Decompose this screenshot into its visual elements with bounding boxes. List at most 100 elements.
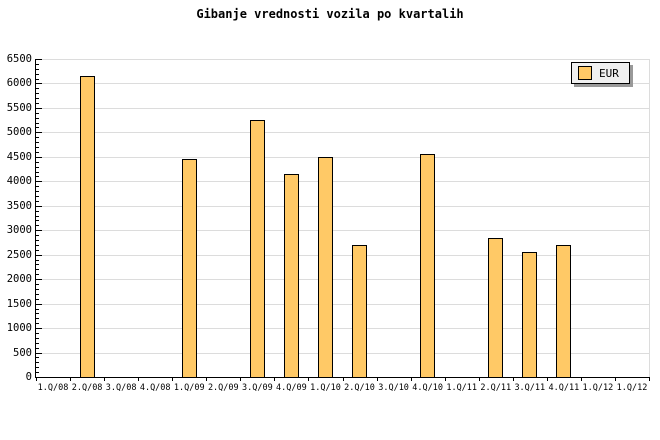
y-minor-tick-5600 [36, 103, 39, 105]
x-axis-label-12: 1.Q/11 [446, 383, 478, 393]
gridline-6500 [36, 59, 649, 60]
gridline-2500 [36, 254, 649, 256]
y-minor-tick-4800 [36, 142, 39, 144]
y-minor-tick-4600 [36, 151, 39, 153]
x-boundary-tick-10 [376, 377, 378, 381]
y-minor-tick-4300 [36, 166, 39, 168]
plot-area: 0 500 1000 1500 2000 2500 3000 3500 4000 4500 5000… [7, 54, 650, 392]
y-major-tick-500 [36, 352, 42, 354]
x-axis-label-15: 4.Q/11 [548, 383, 580, 393]
y-minor-tick-3300 [36, 215, 39, 217]
y-minor-tick-900 [36, 332, 39, 334]
y-minor-tick-1800 [36, 288, 39, 290]
y-minor-tick-2700 [36, 244, 39, 246]
bar-3.Q/09 [249, 120, 265, 377]
gridline-5500 [36, 107, 649, 109]
y-major-tick-3000 [36, 230, 42, 232]
bar-2.Q/11 [488, 237, 504, 377]
x-axis-label-3: 4.Q/08 [139, 383, 171, 393]
y-minor-tick-5400 [36, 112, 39, 114]
gridline-3500 [36, 205, 649, 207]
x-boundary-tick-1 [70, 377, 72, 381]
y-minor-tick-3100 [36, 225, 39, 227]
gridline-1500 [36, 303, 649, 305]
gridline-1000 [36, 328, 649, 330]
x-boundary-tick-9 [342, 377, 344, 381]
y-minor-tick-1600 [36, 298, 39, 300]
bar-1.Q/10 [317, 156, 333, 377]
x-axis-label-2: 3.Q/08 [105, 383, 137, 393]
y-minor-tick-1200 [36, 318, 39, 320]
y-axis-label-4500: 4500 [6, 150, 32, 163]
y-minor-tick-6200 [36, 73, 39, 75]
y-minor-tick-5900 [36, 88, 39, 90]
y-minor-tick-600 [36, 347, 39, 349]
y-minor-tick-5200 [36, 122, 39, 124]
y-minor-tick-3400 [36, 210, 39, 212]
y-minor-tick-1100 [36, 323, 39, 325]
y-minor-tick-1700 [36, 293, 39, 295]
y-axis-label-500: 500 [13, 346, 32, 359]
y-major-tick-4000 [36, 181, 42, 183]
bar-3.Q/11 [522, 252, 538, 377]
x-boundary-tick-0 [36, 377, 37, 381]
y-minor-tick-6400 [36, 63, 39, 65]
y-major-tick-6000 [36, 83, 42, 85]
y-minor-tick-3200 [36, 220, 39, 222]
y-minor-tick-1400 [36, 308, 39, 310]
gridline-4000 [36, 181, 649, 183]
y-minor-tick-2100 [36, 274, 39, 276]
gridline-2000 [36, 279, 649, 281]
y-minor-tick-3600 [36, 200, 39, 202]
y-axis-label-3000: 3000 [6, 223, 32, 236]
y-minor-tick-4700 [36, 147, 39, 149]
y-minor-tick-2800 [36, 240, 39, 241]
y-minor-tick-4200 [36, 171, 39, 173]
y-minor-tick-200 [36, 367, 39, 369]
y-axis-label-1500: 1500 [6, 297, 32, 310]
y-minor-tick-400 [36, 357, 39, 359]
bar-2.Q/10 [352, 244, 368, 377]
x-axis-label-5: 2.Q/09 [207, 383, 239, 393]
y-minor-tick-2600 [36, 249, 39, 251]
y-major-tick-4500 [36, 156, 42, 158]
x-boundary-tick-3 [138, 377, 140, 381]
y-axis-label-6500: 6500 [6, 52, 32, 65]
x-boundary-tick-13 [478, 377, 480, 381]
y-minor-tick-4900 [36, 137, 39, 139]
y-minor-tick-3700 [36, 195, 39, 197]
y-major-tick-0 [36, 377, 42, 378]
x-axis-label-0: 1.Q/08 [37, 383, 69, 393]
gridline-3000 [36, 230, 649, 232]
x-axis-label-16: 1.Q/12 [582, 383, 614, 393]
y-minor-tick-800 [36, 337, 39, 339]
y-minor-tick-6100 [36, 78, 39, 80]
gridline-6000 [36, 83, 649, 85]
x-boundary-tick-4 [172, 377, 174, 381]
y-major-tick-3500 [36, 205, 42, 207]
x-boundary-tick-12 [444, 377, 446, 381]
legend-label: EUR [599, 66, 619, 80]
y-axis-label-5000: 5000 [6, 126, 32, 139]
y-major-tick-2500 [36, 254, 42, 256]
x-axis-label-10: 3.Q/10 [378, 383, 409, 393]
y-major-tick-6500 [36, 59, 42, 60]
y-major-tick-5000 [36, 132, 42, 134]
x-axis-label-7: 4.Q/09 [276, 383, 307, 393]
y-minor-tick-5700 [36, 98, 39, 100]
chart-title: Gibanje vrednosti vozila po kvartalih [196, 7, 464, 21]
y-minor-tick-5800 [36, 93, 39, 95]
x-boundary-tick-14 [512, 377, 514, 381]
x-boundary-tick-18 [649, 377, 650, 381]
y-axis-label-4000: 4000 [6, 175, 32, 188]
y-minor-tick-6300 [36, 68, 39, 70]
y-minor-tick-5100 [36, 127, 39, 129]
y-minor-tick-2200 [36, 269, 39, 271]
bar-4.Q/11 [556, 244, 572, 377]
bar-4.Q/09 [283, 173, 299, 377]
y-axis-label-5500: 5500 [6, 101, 32, 114]
y-major-tick-2000 [36, 279, 42, 281]
y-axis-label-3500: 3500 [6, 199, 32, 212]
y-minor-tick-4400 [36, 161, 39, 163]
x-axis-label-6: 3.Q/09 [242, 383, 273, 393]
